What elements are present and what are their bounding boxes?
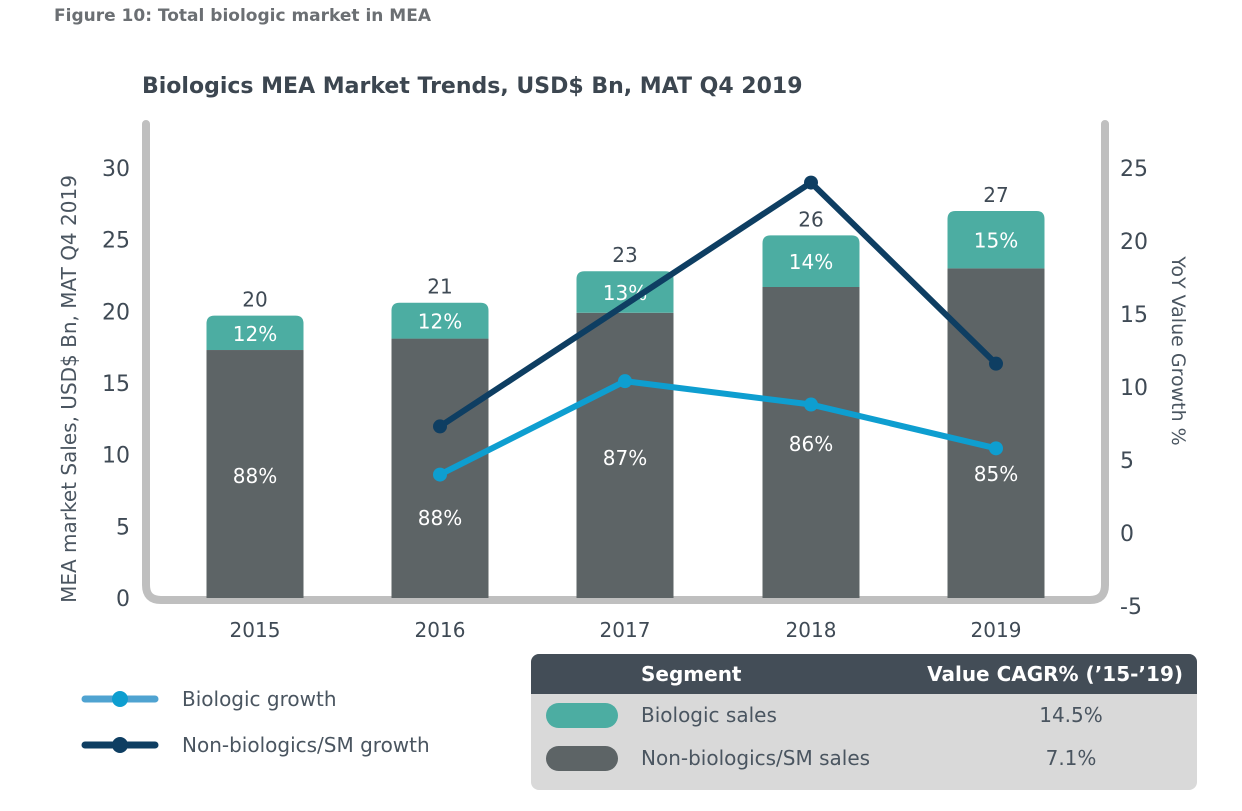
x-tick-label: 2016 bbox=[415, 618, 466, 642]
non-biologic-share-label: 88% bbox=[233, 464, 277, 488]
x-tick-label: 2015 bbox=[230, 618, 281, 642]
segment-cagr: 14.5% bbox=[1039, 703, 1103, 727]
non-biologic-growth-point bbox=[433, 419, 447, 434]
y-right-tick-label: 25 bbox=[1120, 157, 1148, 182]
x-axis: 2015 2016 2017 2018 2019 bbox=[230, 618, 1022, 642]
x-tick-label: 2019 bbox=[971, 618, 1022, 642]
y-tick-label: 0 bbox=[116, 587, 130, 612]
biologic-growth-line-icon bbox=[81, 691, 159, 707]
biologic-growth-line bbox=[438, 378, 997, 478]
segment-name: Non-biologics/SM sales bbox=[641, 746, 871, 770]
non-biologic-share-label: 86% bbox=[789, 432, 833, 456]
biologic-growth-point bbox=[804, 397, 818, 412]
segment-cagr: 7.1% bbox=[1045, 746, 1097, 770]
legend-item-biologic-growth: Biologic growth bbox=[80, 676, 430, 722]
non-biologic-share-label: 85% bbox=[974, 462, 1018, 486]
non-biologic-share-label: 87% bbox=[603, 446, 647, 470]
biologic-share-label: 15% bbox=[974, 229, 1018, 253]
y-right-tick-label: -5 bbox=[1120, 595, 1142, 620]
non-biologic-growth-point bbox=[804, 175, 818, 190]
biologic-share-label: 12% bbox=[418, 310, 462, 334]
y-tick-label: 5 bbox=[116, 515, 130, 540]
total-label: 27 bbox=[983, 183, 1008, 207]
bar-biologic-2015 bbox=[206, 315, 304, 351]
non-biologic-growth-line-icon bbox=[81, 737, 159, 753]
bar-non-biologic-2017 bbox=[576, 312, 674, 598]
chart-title: Biologics MEA Market Trends, USD$ Bn, MA… bbox=[142, 74, 803, 99]
y-right-tick-label: 5 bbox=[1120, 449, 1134, 474]
lines-layer bbox=[433, 175, 1003, 482]
y-right-tick-label: 10 bbox=[1120, 376, 1148, 401]
bar-non-biologic-2018 bbox=[762, 286, 860, 598]
y-tick-label: 30 bbox=[102, 157, 130, 182]
y-axis-label-right: YoY Value Growth % bbox=[1167, 255, 1189, 445]
bar-biologic-2019 bbox=[947, 211, 1045, 269]
bar-biologic-2016 bbox=[391, 302, 489, 339]
biologic-share-label: 12% bbox=[233, 322, 277, 346]
right-axis: -5 0 5 10 15 20 25 bbox=[1120, 157, 1148, 620]
figure-title: Figure 10: Total biologic market in MEA bbox=[54, 6, 431, 26]
header-cagr: Value CAGR% (’15-’19) bbox=[927, 662, 1183, 686]
header-segment: Segment bbox=[641, 662, 742, 686]
chart: 2012%88%2112%88%2313%87%2614%86%2715%85%… bbox=[57, 120, 1189, 642]
bar-non-biologic-2015 bbox=[206, 350, 304, 598]
total-label: 23 bbox=[612, 243, 637, 267]
y-tick-label: 15 bbox=[102, 372, 130, 397]
biologic-growth-point bbox=[433, 467, 447, 482]
segment-cagr-table: Segment Value CAGR% (’15-’19) Biologic s… bbox=[531, 654, 1197, 790]
segment-name: Biologic sales bbox=[641, 703, 777, 727]
non-biologic-sales-swatch-icon bbox=[546, 746, 618, 771]
bar-non-biologic-2019 bbox=[947, 268, 1045, 598]
total-label: 26 bbox=[798, 207, 823, 231]
table-row: Biologic sales 14.5% bbox=[531, 694, 1197, 737]
legend-label: Biologic growth bbox=[182, 687, 337, 711]
legend-item-non-biologic-growth: Non-biologics/SM growth bbox=[80, 722, 430, 768]
x-tick-label: 2017 bbox=[600, 618, 651, 642]
bars-layer bbox=[206, 211, 1045, 598]
y-tick-label: 25 bbox=[102, 229, 130, 254]
total-label: 21 bbox=[427, 275, 452, 299]
y-tick-label: 10 bbox=[102, 444, 130, 469]
non-biologic-share-label: 88% bbox=[418, 506, 462, 530]
y-axis-label: MEA market Sales, USD$ Bn, MAT Q4 2019 bbox=[57, 175, 81, 603]
legend: Biologic growth Non-biologics/SM growth bbox=[80, 676, 430, 768]
biologic-sales-swatch-icon bbox=[546, 703, 618, 728]
y-right-tick-label: 15 bbox=[1120, 303, 1148, 328]
total-label: 20 bbox=[242, 288, 267, 312]
left-axis: 0 5 10 15 20 25 30 bbox=[102, 157, 130, 612]
non-biologic-growth-point bbox=[989, 356, 1003, 371]
biologic-growth-point bbox=[989, 441, 1003, 456]
legend-label: Non-biologics/SM growth bbox=[182, 733, 430, 757]
table-row: Non-biologics/SM sales 7.1% bbox=[531, 737, 1197, 780]
x-tick-label: 2018 bbox=[786, 618, 837, 642]
bar-biologic-2017 bbox=[576, 271, 674, 313]
bar-biologic-2018 bbox=[762, 235, 860, 287]
plot-frame bbox=[142, 120, 1109, 604]
biologic-growth-point bbox=[618, 374, 632, 389]
y-right-tick-label: 20 bbox=[1120, 230, 1148, 255]
y-right-tick-label: 0 bbox=[1120, 522, 1134, 547]
y-tick-label: 20 bbox=[102, 300, 130, 325]
biologic-share-label: 14% bbox=[789, 250, 833, 274]
table-header: Segment Value CAGR% (’15-’19) bbox=[531, 654, 1197, 694]
